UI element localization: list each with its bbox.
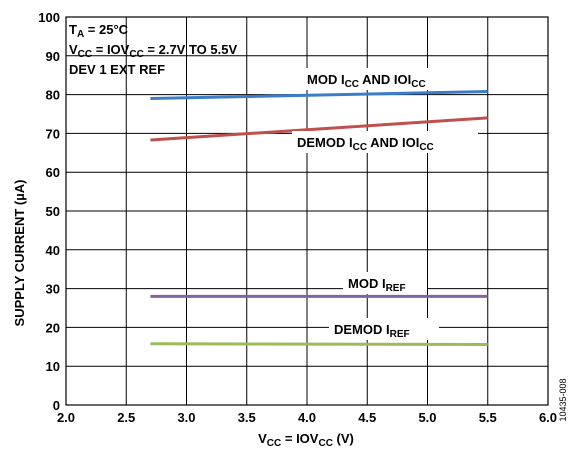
series-label-demod-iref: DEMOD IREF (334, 322, 410, 340)
y-tick-label: 10 (46, 359, 60, 374)
series-line-mod-icc (150, 90, 488, 100)
plot-frame (65, 16, 549, 406)
y-tick-label: 70 (46, 126, 60, 141)
x-axis-title: VCC = IOVCC (V) (258, 431, 354, 449)
x-tick-label: 2.0 (57, 410, 75, 425)
annotation-ref: DEV 1 EXT REF (69, 62, 165, 77)
y-tick-label: 30 (46, 282, 60, 297)
series-lines (150, 90, 488, 346)
y-tick-labels: 0 10 20 30 40 50 60 70 80 90 100 (38, 10, 60, 413)
annotation-temp: TA = 25°C (69, 22, 129, 40)
y-tick-label: 100 (38, 10, 60, 25)
y-tick-label: 90 (46, 49, 60, 64)
y-tick-label: 20 (46, 320, 60, 335)
label-bg-demod-iref (329, 318, 439, 340)
series-line-demod-iref (150, 342, 488, 346)
x-tick-labels: 2.0 2.5 3.0 3.5 4.0 4.5 5.0 5.5 6.0 (57, 410, 557, 425)
figure-id: 10435-008 (558, 378, 568, 421)
annotation-voltage: VCC = IOVCC = 2.7V TO 5.5V (69, 42, 237, 60)
y-tick-label: 80 (46, 88, 60, 103)
x-tick-label: 3.5 (238, 410, 256, 425)
x-tick-label: 3.0 (177, 410, 195, 425)
y-tick-label: 0 (53, 398, 60, 413)
x-tick-label: 2.5 (117, 410, 135, 425)
y-tick-label: 40 (46, 243, 60, 258)
x-tick-label: 4.5 (358, 410, 376, 425)
y-axis-title: SUPPLY CURRENT (µA) (12, 180, 27, 327)
label-bg-demod-icc (292, 131, 478, 153)
series-label-mod-icc: MOD ICC AND IOICC (307, 72, 426, 90)
y-tick-label: 60 (46, 165, 60, 180)
series-line-demod-icc (150, 116, 488, 142)
series-label-demod-icc: DEMOD ICC AND IOICC (297, 135, 434, 153)
x-tick-label: 5.0 (418, 410, 436, 425)
y-tick-label: 50 (46, 204, 60, 219)
x-tick-label: 6.0 (539, 410, 557, 425)
series-label-mod-iref: MOD IREF (348, 276, 406, 294)
label-bg-mod-iref (343, 272, 427, 294)
label-bg-mod-icc (302, 68, 470, 90)
x-tick-label: 5.5 (479, 410, 497, 425)
x-tick-label: 4.0 (298, 410, 316, 425)
